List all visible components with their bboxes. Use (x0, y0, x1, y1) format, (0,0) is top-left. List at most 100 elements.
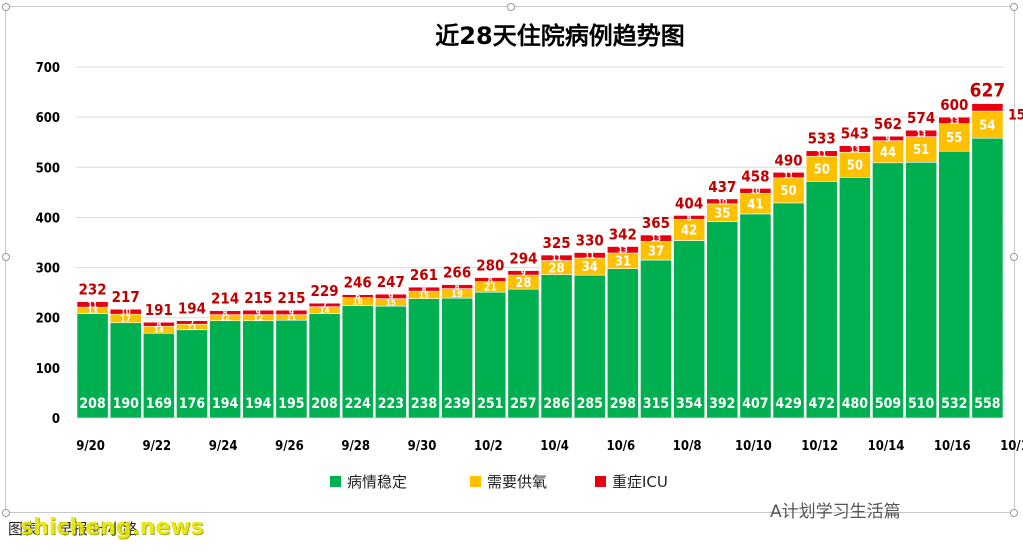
total-label: 266 (443, 264, 471, 282)
bar-segment (640, 234, 672, 242)
segment-label: 13 (618, 246, 628, 255)
segment-label: 50 (780, 184, 796, 199)
segment-label: 285 (577, 396, 603, 412)
segment-label: 15 (419, 291, 429, 300)
segment-label: 208 (79, 396, 105, 412)
segment-label: 8 (687, 213, 692, 222)
segment-label: 169 (146, 396, 172, 412)
total-label: 490 (774, 151, 802, 169)
resize-handle-top[interactable] (507, 3, 515, 11)
x-tick-label: 10/16 (934, 439, 971, 454)
bar-segment (275, 309, 308, 316)
segment-label: 407 (742, 396, 768, 412)
x-tick-label: 10/4 (540, 439, 569, 454)
segment-label: 7 (322, 301, 327, 310)
x-tick-label: 9/30 (408, 439, 437, 454)
segment-label: 11 (817, 149, 827, 158)
segment-label: 11 (784, 171, 794, 180)
y-tick-label: 700 (36, 61, 60, 76)
bar-segment (408, 286, 440, 292)
chart-title: 近28天住院病例趋势图 (435, 22, 684, 50)
segment-label: 224 (345, 396, 372, 412)
bar-segment (838, 145, 871, 153)
legend-label: 重症ICU (612, 473, 668, 491)
segment-label: 12 (253, 314, 263, 323)
segment-label: 28 (515, 276, 531, 291)
segment-label: 8 (223, 309, 228, 318)
segment-label: 194 (212, 396, 239, 412)
segment-label: 11 (552, 254, 562, 263)
segment-label: 194 (245, 396, 272, 412)
resize-handle-right[interactable] (1010, 253, 1018, 261)
hospitalization-chart: 近28天住院病例趋势图01002003004005006007002081311… (36, 22, 1023, 491)
y-tick-label: 100 (36, 362, 60, 377)
segment-label: 11 (187, 323, 197, 332)
segment-label: 9 (289, 308, 294, 317)
bar-segment (938, 150, 971, 419)
bar-segment (673, 240, 706, 419)
bar-segment (971, 103, 1004, 112)
total-label: 600 (940, 96, 968, 114)
total-label: 194 (178, 300, 206, 318)
bar-segment (905, 161, 938, 419)
segment-label: 11 (286, 313, 296, 322)
bar-segment (374, 293, 407, 299)
bar-segment (308, 302, 341, 307)
segment-label: 8 (421, 285, 426, 294)
segment-label: 9 (388, 292, 393, 301)
segment-label: 55 (946, 131, 962, 146)
bar-segment (938, 116, 971, 124)
resize-handle-tr[interactable] (1010, 3, 1018, 11)
segment-label: 9 (256, 308, 261, 317)
bar-segment (905, 136, 938, 163)
total-label: 246 (344, 274, 372, 292)
bar-segment (308, 313, 341, 419)
total-label: 214 (211, 290, 239, 308)
segment-label: 510 (908, 396, 935, 412)
bar-segment (872, 135, 904, 142)
total-label: 533 (808, 130, 836, 148)
bar-segment (706, 221, 739, 419)
x-tick-label: 9/22 (143, 439, 172, 454)
bar-segment (971, 137, 1004, 419)
segment-label: 41 (747, 197, 763, 212)
x-tick-label: 9/28 (341, 439, 370, 454)
total-label: 217 (112, 288, 140, 306)
segment-label: 9 (885, 134, 890, 143)
bar-segment (176, 320, 208, 325)
segment-label: 9 (521, 269, 526, 278)
segment-label: 509 (875, 396, 901, 412)
total-label: 365 (642, 214, 670, 232)
total-label: 232 (78, 281, 106, 299)
segment-label: 392 (709, 396, 735, 412)
total-label: 215 (244, 289, 272, 307)
segment-label: 239 (444, 396, 470, 412)
segment-label: 50 (814, 162, 830, 177)
segment-label: 15 (386, 298, 396, 307)
segment-label: 12 (220, 314, 230, 323)
legend-label: 需要供氧 (487, 473, 547, 491)
total-label: 294 (509, 250, 537, 268)
bar-segment (507, 288, 540, 419)
x-tick-label: 10/8 (673, 439, 702, 454)
resize-handle-tl[interactable] (2, 3, 10, 11)
total-label: 229 (310, 282, 338, 300)
x-tick-label: 10/6 (607, 439, 636, 454)
segment-label: 13 (651, 234, 661, 243)
bar-segment (540, 254, 573, 261)
bar-segment (838, 177, 871, 419)
bar-segment (341, 305, 374, 419)
resize-handle-bl[interactable] (2, 509, 10, 517)
resize-handle-left[interactable] (2, 253, 10, 261)
resize-handle-br[interactable] (1010, 509, 1018, 517)
segment-label: 10 (750, 187, 760, 196)
bar-segment (242, 320, 275, 419)
bar-segment (673, 215, 706, 220)
segment-label: 54 (979, 118, 995, 133)
bar-segment (772, 172, 805, 179)
segment-label: 13 (949, 116, 959, 125)
x-tick-label: 9/20 (76, 439, 105, 454)
total-label: 543 (841, 125, 869, 143)
bar-segment (109, 322, 142, 419)
total-label: 404 (675, 194, 703, 212)
